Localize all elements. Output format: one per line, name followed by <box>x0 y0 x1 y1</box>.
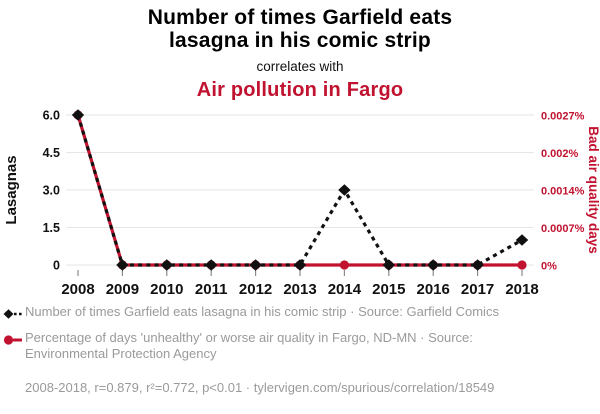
x-tick-label: 2009 <box>106 281 139 298</box>
black-series-marker <box>515 234 529 246</box>
black-series-marker <box>338 184 351 196</box>
black-diamond-dashed-line-icon <box>3 309 22 319</box>
right-axis-title: Bad air quality days <box>586 126 600 254</box>
black-series-marker <box>116 259 129 271</box>
black-series-marker <box>427 259 440 271</box>
chart-subtitle: Air pollution in Fargo <box>196 79 404 102</box>
x-tick-label: 2011 <box>195 281 228 298</box>
right-tick-label: 0.0014% <box>541 186 585 198</box>
black-series-marker <box>382 259 395 271</box>
black-series-marker <box>293 259 307 271</box>
chart-svg: 2008 2009 2010 2011 2012 2013 2014 2015 2016 2017… <box>3 109 600 299</box>
x-tick-label: 2015 <box>372 281 405 298</box>
left-axis-title: Lasagnas <box>3 155 20 224</box>
right-tick-label: 0.0027% <box>541 111 585 123</box>
left-tick-label: 6.0 <box>43 109 60 123</box>
x-tick-label: 2014 <box>328 281 362 298</box>
correlates-with-text: correlates with <box>256 59 344 75</box>
chart-header: Number of times Garfield eats lasagna in… <box>0 0 600 102</box>
x-tick-label: 2012 <box>239 281 272 298</box>
chart-title-line1: Number of times Garfield eats <box>147 6 453 29</box>
black-series-marker <box>71 109 85 121</box>
black-series-marker <box>205 259 218 271</box>
red-circle-solid-line-icon <box>3 335 22 345</box>
black-series-marker <box>249 259 262 271</box>
left-tick-label: 1.5 <box>43 221 60 235</box>
legend-label-lasagna: Number of times Garfield eats lasagna in… <box>25 304 499 319</box>
legend-item-air-quality: Percentage of days 'unhealthy' or worse … <box>3 330 593 362</box>
x-tick-label: 2018 <box>505 281 538 298</box>
left-tick-label: 4.5 <box>43 146 60 160</box>
black-series-marker <box>471 259 484 271</box>
right-tick-label: 0.0007% <box>541 223 585 235</box>
stats-citation-text: 2008-2018, r=0.879, r²=0.772, p<0.01 · t… <box>25 380 495 395</box>
right-tick-label: 0% <box>541 261 557 273</box>
chart-title: Number of times Garfield eats lasagna in… <box>0 6 600 52</box>
x-tick-label: 2017 <box>461 281 494 298</box>
x-tick-label: 2016 <box>417 281 450 298</box>
x-tick-label: 2008 <box>61 281 94 298</box>
red-series-marker <box>339 260 349 270</box>
chart-title-line2: lasagna in his comic strip <box>169 29 431 53</box>
left-tick-label: 0 <box>53 259 60 273</box>
x-tick-label: 2013 <box>283 281 316 298</box>
left-tick-label: 3.0 <box>43 184 60 198</box>
x-tick-label: 2010 <box>150 281 183 298</box>
right-tick-label: 0.002% <box>541 148 579 160</box>
chart-legend: Number of times Garfield eats lasagna in… <box>3 304 593 371</box>
black-series-line <box>76 114 523 267</box>
black-series-marker <box>160 259 173 271</box>
legend-item-lasagna: Number of times Garfield eats lasagna in… <box>3 304 593 321</box>
red-series-marker <box>517 260 527 270</box>
legend-label-air-quality: Percentage of days 'unhealthy' or worse … <box>25 330 473 361</box>
